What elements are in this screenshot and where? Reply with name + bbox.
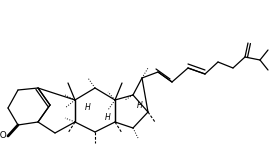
Text: H: H [105, 113, 111, 123]
Text: HO: HO [0, 132, 7, 141]
Text: H: H [137, 101, 143, 110]
Text: H: H [85, 104, 91, 112]
